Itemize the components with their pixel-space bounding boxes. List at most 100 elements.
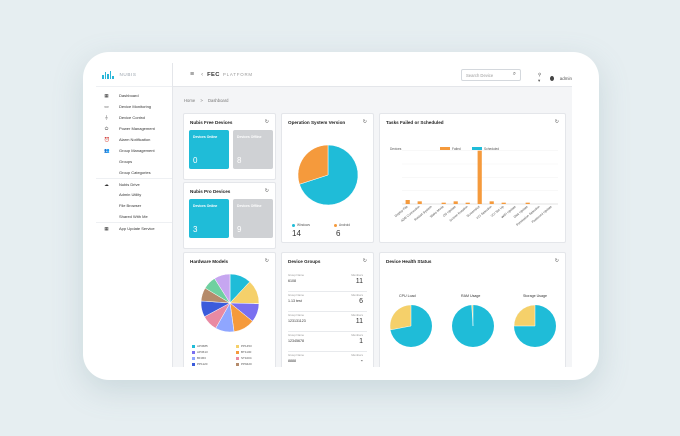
monitor-icon: ▭: [104, 104, 109, 109]
sidebar-item[interactable]: Shared With Me: [96, 211, 172, 222]
sidebar-item[interactable]: ☁ Nubis Drive: [96, 178, 172, 189]
refresh-icon[interactable]: ↻: [554, 258, 559, 264]
language-icon[interactable]: ⚲ ▾: [538, 72, 542, 83]
group-name: 123131123: [288, 319, 306, 323]
sidebar-item[interactable]: 👥 Group Management: [96, 145, 172, 156]
legend-swatch: [440, 147, 450, 150]
sidebar-item[interactable]: ▦ App Update Service: [96, 222, 172, 233]
group-icon: 👥: [104, 148, 110, 153]
sidebar-nav: ▦ Dashboard ▭ Device Monitoring ⏚ Device Cont…: [96, 90, 172, 233]
members-value: 1: [359, 338, 363, 345]
refresh-icon[interactable]: ↻: [362, 119, 367, 125]
sidebar-item[interactable]: ▭ Device Monitoring: [96, 101, 172, 112]
free-online-tile[interactable]: Devices Online 0: [189, 130, 229, 169]
logo-icon: [102, 70, 114, 79]
app-window: NUBIS ▦ Dashboard ▭ Device Monitoring ⏚ Devic…: [96, 63, 572, 367]
legend-item: PP1120: [192, 362, 207, 366]
os-pie-chart: [297, 144, 359, 206]
apps-icon: ▦: [104, 225, 109, 231]
grid-icon: ▦: [104, 93, 109, 98]
device-frame: NUBIS ▦ Dashboard ▭ Device Monitoring ⏚ Devic…: [83, 52, 599, 380]
list-item[interactable]: Group Name 1.13 test Members 6: [288, 290, 367, 312]
hardware-card: Hardware Models ↻ AP3685 PP1453 AP3613 BT11…: [183, 252, 276, 367]
tile-value: 9: [237, 225, 242, 234]
sidebar-item[interactable]: ⏻ Power Management: [96, 123, 172, 134]
sidebar-item-label: Dashboard: [119, 93, 139, 98]
sidebar-item-label: Alarm Notification: [119, 137, 151, 142]
sidebar-item[interactable]: Group Categories: [96, 167, 172, 178]
health-title: Device Health Status: [386, 259, 432, 264]
health-gauges: [389, 304, 556, 347]
power-icon: ⏻: [104, 126, 109, 131]
free-devices-title: Nubis Free Devices: [190, 120, 233, 125]
sidebar-item[interactable]: File Browser: [96, 200, 172, 211]
refresh-icon[interactable]: ↻: [554, 119, 559, 125]
legend-android: Android: [334, 223, 350, 227]
bar-failed: [405, 200, 410, 204]
search-icon[interactable]: ⌕: [512, 71, 516, 77]
tile-value: 8: [237, 156, 242, 165]
group-name-label: Group Name: [288, 353, 305, 357]
breadcrumb-home[interactable]: Home: [184, 98, 196, 103]
logo: NUBIS: [96, 63, 172, 87]
sidebar-item-label: Power Management: [119, 126, 155, 131]
legend-item: AP3613: [192, 350, 208, 354]
legend-swatch: [472, 147, 482, 150]
group-name: 8888: [288, 359, 296, 363]
legend-item: AP3685: [192, 344, 208, 348]
search-input[interactable]: Search Device ⌕: [461, 69, 521, 81]
gauge-label: RAM Usage: [461, 294, 481, 298]
group-name-label: Group Name: [288, 273, 305, 277]
android-count: 6: [336, 229, 341, 238]
pro-offline-tile[interactable]: Devices Offline 9: [233, 199, 273, 238]
back-icon[interactable]: ‹: [201, 71, 204, 78]
menu-icon[interactable]: ≡: [190, 71, 195, 78]
sidebar-item[interactable]: Admin Utility: [96, 189, 172, 200]
sidebar-item[interactable]: ⏚ Device Control: [96, 112, 172, 123]
avatar[interactable]: [549, 75, 554, 81]
free-offline-tile[interactable]: Devices Offline 8: [233, 130, 273, 169]
gauge-used: [389, 304, 412, 331]
members-value: 11: [355, 278, 363, 285]
legend-item: BF363: [192, 356, 206, 360]
refresh-icon[interactable]: ↻: [362, 258, 367, 264]
sidebar-item[interactable]: Groups: [96, 156, 172, 167]
sidebar-item[interactable]: ⏰ Alarm Notification: [96, 134, 172, 145]
windows-count: 14: [292, 229, 301, 238]
legend-label: Failed: [452, 147, 461, 151]
sidebar-item-label: Nubis Drive: [119, 181, 140, 187]
health-card: Device Health Status ↻ CPU Load RAM Usage…: [379, 252, 566, 367]
refresh-icon[interactable]: ↻: [264, 188, 269, 194]
sidebar-item-label: Admin Utility: [119, 192, 142, 197]
tile-label: Devices Offline: [237, 135, 262, 139]
bar-failed: [489, 201, 494, 204]
refresh-icon[interactable]: ↻: [264, 119, 269, 125]
tile-value: 3: [193, 225, 198, 234]
brand-sub: PLATFORM: [222, 72, 253, 77]
sidebar-item-label: Groups: [119, 159, 133, 164]
gauge-label: Storage Usage: [523, 294, 547, 298]
list-item[interactable]: Group Name 8888 Members -: [288, 350, 367, 367]
user-name[interactable]: admin: [559, 75, 572, 81]
sidebar-item[interactable]: ▦ Dashboard: [96, 90, 172, 101]
breadcrumb-current: Dashboard: [207, 98, 229, 103]
pro-online-tile[interactable]: Devices Online 3: [189, 199, 229, 238]
sidebar-item-label: App Update Service: [119, 225, 155, 231]
list-item[interactable]: Group Name 12345678 Members 1: [288, 330, 367, 352]
legend-item: PP1453: [236, 344, 252, 348]
bar-failed: [525, 202, 530, 204]
os-version-card: Operation System Version ↻ Windows Andro…: [281, 113, 374, 243]
brand-name: FEC: [207, 71, 220, 78]
bar-failed: [501, 202, 506, 204]
list-item[interactable]: Group Name 123131123 Members 11: [288, 310, 367, 332]
bar-failed: [417, 201, 422, 204]
list-item[interactable]: Group Name 6108 Members 11: [288, 270, 367, 292]
refresh-icon[interactable]: ↻: [264, 258, 269, 264]
groups-title: Device Groups: [288, 259, 321, 264]
gauge-used: [513, 304, 536, 327]
tasks-title: Tasks Failed or Scheduled: [386, 120, 444, 125]
tile-label: Devices Online: [193, 135, 218, 139]
breadcrumb: Home > Dashboard: [184, 98, 229, 103]
topbar-right: ⚲ ▾ admin: [538, 72, 572, 84]
